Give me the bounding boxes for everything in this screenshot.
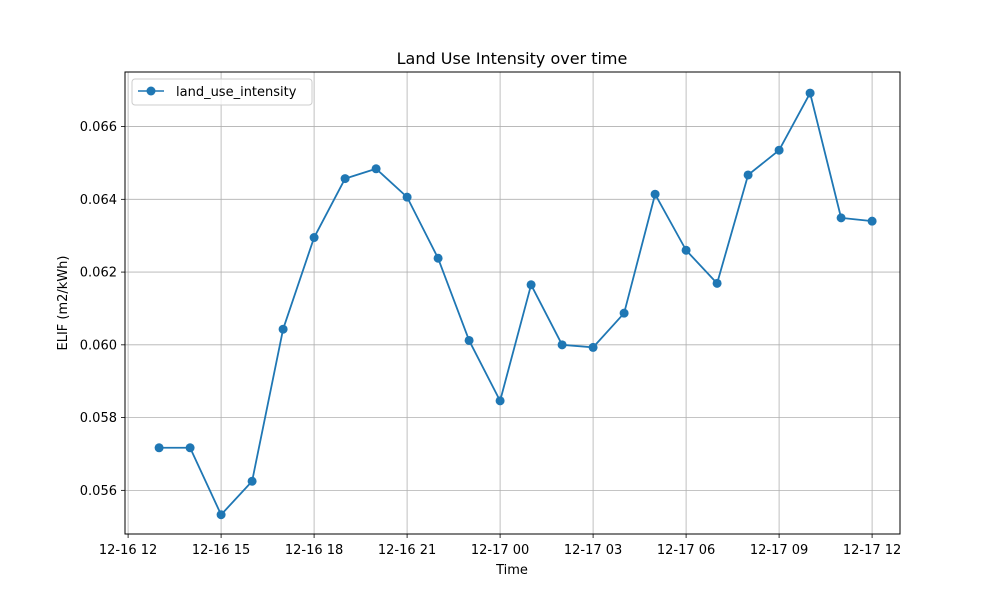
data-point (836, 213, 846, 223)
data-point (681, 245, 691, 255)
data-point (278, 324, 288, 334)
x-tick-label: 12-17 09 (750, 543, 808, 558)
x-tick-label: 12-16 21 (378, 543, 436, 558)
data-point (588, 342, 598, 352)
y-tick-label: 0.062 (80, 266, 117, 281)
data-point (309, 233, 319, 243)
y-tick-label: 0.066 (80, 120, 117, 135)
y-tick-label: 0.060 (80, 338, 117, 353)
data-point (867, 216, 877, 226)
x-tick-label: 12-16 15 (192, 543, 250, 558)
plot-frame (124, 71, 901, 535)
data-point (464, 335, 474, 345)
x-tick-label: 12-17 12 (843, 543, 901, 558)
data-point (805, 88, 815, 98)
data-point (619, 308, 629, 318)
legend-marker-swatch (146, 86, 156, 96)
data-point (340, 174, 350, 184)
chart-title: Land Use Intensity over time (397, 49, 628, 68)
y-tick-label: 0.064 (80, 193, 117, 208)
data-point (526, 280, 536, 290)
series-layer (154, 88, 877, 520)
y-axis-label: ELIF (m2/kWh) (56, 256, 71, 351)
legend-label: land_use_intensity (176, 85, 297, 100)
data-point (216, 510, 226, 520)
x-tick-label: 12-16 12 (99, 543, 157, 558)
data-point (774, 145, 784, 155)
x-tick-label: 12-17 06 (657, 543, 715, 558)
series-line (159, 92, 873, 516)
data-point (185, 443, 195, 453)
data-point (154, 443, 164, 453)
data-point (743, 170, 753, 180)
data-point (557, 340, 567, 350)
data-point (650, 189, 660, 199)
legend: land_use_intensity (131, 78, 313, 106)
y-axis-ticks: 0.056 0.058 0.060 0.062 0.064 0.066 (80, 120, 125, 499)
x-tick-label: 12-16 18 (285, 543, 343, 558)
data-point (433, 253, 443, 263)
x-axis-label: Time (495, 563, 528, 578)
x-axis-ticks: 12-16 12 12-16 15 12-16 18 12-16 21 12-17 00… (99, 534, 901, 558)
x-tick-label: 12-17 03 (564, 543, 622, 558)
data-point (402, 192, 412, 202)
data-point (712, 278, 722, 288)
y-tick-label: 0.056 (80, 484, 117, 499)
data-point (371, 164, 381, 174)
y-tick-label: 0.058 (80, 411, 117, 426)
x-tick-label: 12-17 00 (471, 543, 529, 558)
data-point (495, 396, 505, 406)
legend-box (131, 78, 313, 106)
data-point (247, 476, 257, 486)
